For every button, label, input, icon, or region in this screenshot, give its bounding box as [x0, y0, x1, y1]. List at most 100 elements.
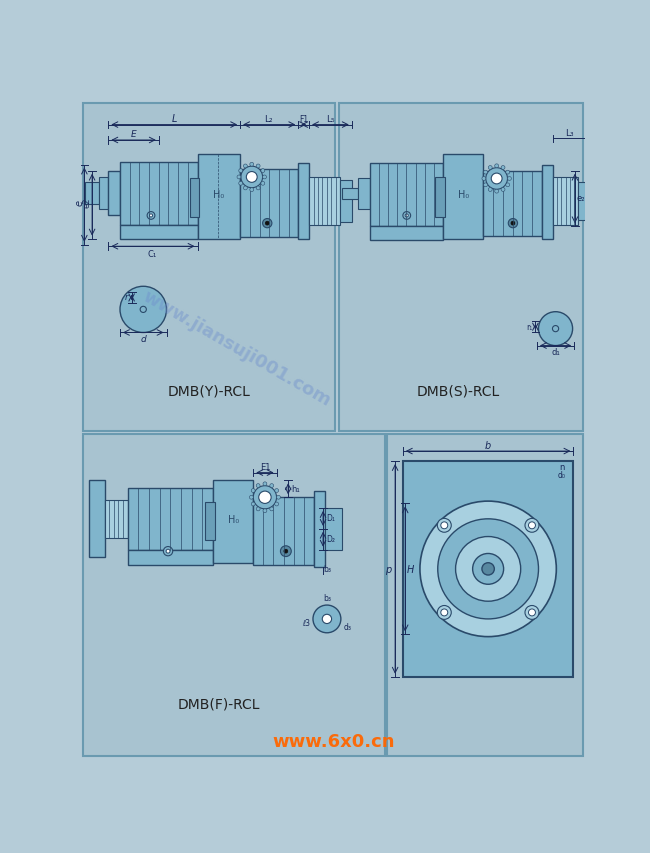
Bar [240, 170, 298, 238]
Circle shape [525, 606, 539, 619]
Circle shape [259, 491, 271, 504]
Circle shape [280, 546, 291, 557]
Circle shape [484, 171, 488, 175]
Circle shape [482, 177, 486, 181]
Circle shape [456, 537, 521, 601]
Circle shape [506, 171, 510, 175]
Circle shape [261, 183, 265, 186]
Circle shape [495, 190, 499, 194]
Circle shape [508, 177, 512, 181]
Text: D₂: D₂ [326, 534, 335, 543]
Text: www.6x0.cn: www.6x0.cn [272, 732, 395, 750]
Text: n: n [559, 462, 564, 472]
Text: F1: F1 [299, 115, 308, 124]
Circle shape [263, 509, 267, 513]
Circle shape [243, 165, 247, 169]
Bar [309, 177, 340, 225]
Text: E: E [130, 131, 136, 139]
Circle shape [241, 167, 263, 189]
Bar [484, 171, 541, 237]
Text: p: p [385, 564, 391, 574]
Circle shape [246, 172, 257, 183]
Circle shape [501, 189, 505, 192]
Circle shape [538, 312, 573, 346]
Bar [120, 162, 198, 225]
Text: H: H [407, 564, 414, 574]
Bar [340, 181, 352, 223]
Circle shape [473, 554, 504, 584]
Circle shape [486, 169, 508, 190]
Circle shape [528, 609, 536, 616]
Bar [443, 154, 484, 239]
Circle shape [261, 170, 265, 173]
Bar [198, 154, 240, 239]
Circle shape [284, 549, 288, 554]
Circle shape [243, 187, 247, 190]
Circle shape [482, 563, 494, 576]
Circle shape [147, 212, 155, 220]
Circle shape [239, 170, 242, 173]
Bar [89, 481, 105, 558]
Text: H₀: H₀ [227, 514, 239, 525]
Bar [83, 104, 335, 432]
Circle shape [237, 176, 241, 180]
Circle shape [403, 212, 411, 220]
Bar [314, 491, 324, 567]
Circle shape [250, 189, 254, 192]
Text: b₃: b₃ [323, 594, 331, 602]
Circle shape [270, 485, 274, 488]
Text: L₅: L₅ [326, 115, 334, 124]
Circle shape [552, 326, 558, 333]
Bar [387, 435, 584, 756]
Circle shape [441, 522, 448, 529]
Text: www.jiansuji001.com: www.jiansuji001.com [139, 287, 333, 409]
Circle shape [511, 222, 515, 226]
Bar [358, 179, 370, 210]
Text: d₁: d₁ [551, 348, 560, 357]
Circle shape [441, 609, 448, 616]
Text: L₃: L₃ [566, 129, 574, 137]
Text: b₃: b₃ [323, 565, 331, 574]
Circle shape [437, 606, 451, 619]
Circle shape [322, 614, 332, 624]
Circle shape [263, 482, 267, 486]
Bar [298, 164, 309, 239]
Text: r: r [124, 293, 128, 301]
Text: H₀: H₀ [458, 189, 469, 200]
Circle shape [254, 486, 276, 509]
Circle shape [275, 489, 279, 493]
Circle shape [252, 489, 255, 493]
Circle shape [150, 215, 153, 218]
Bar [85, 183, 99, 205]
Text: r₁: r₁ [526, 322, 532, 332]
Circle shape [163, 547, 173, 556]
Bar [99, 177, 109, 210]
Text: C₁: C₁ [148, 249, 157, 258]
Circle shape [488, 166, 492, 171]
Bar [128, 550, 213, 566]
Circle shape [120, 287, 166, 333]
Text: d: d [140, 334, 146, 344]
Bar [109, 171, 120, 216]
Text: D₁: D₁ [326, 514, 335, 522]
Bar [120, 225, 198, 239]
Circle shape [501, 166, 505, 171]
Circle shape [263, 219, 272, 229]
Text: ℓ3: ℓ3 [302, 618, 310, 628]
Circle shape [270, 508, 274, 511]
Bar [370, 227, 443, 241]
Circle shape [437, 519, 451, 532]
Text: L: L [172, 114, 177, 125]
Text: DMB(Y)-RCL: DMB(Y)-RCL [168, 384, 250, 397]
Circle shape [528, 522, 536, 529]
Circle shape [256, 165, 260, 169]
Circle shape [495, 165, 499, 169]
Bar [343, 189, 358, 200]
Circle shape [166, 549, 170, 554]
Text: d₀: d₀ [558, 470, 566, 479]
Text: L₂: L₂ [265, 115, 273, 124]
Circle shape [491, 174, 502, 184]
Circle shape [484, 183, 488, 188]
Bar [324, 508, 342, 550]
Text: e₂: e₂ [576, 194, 584, 203]
